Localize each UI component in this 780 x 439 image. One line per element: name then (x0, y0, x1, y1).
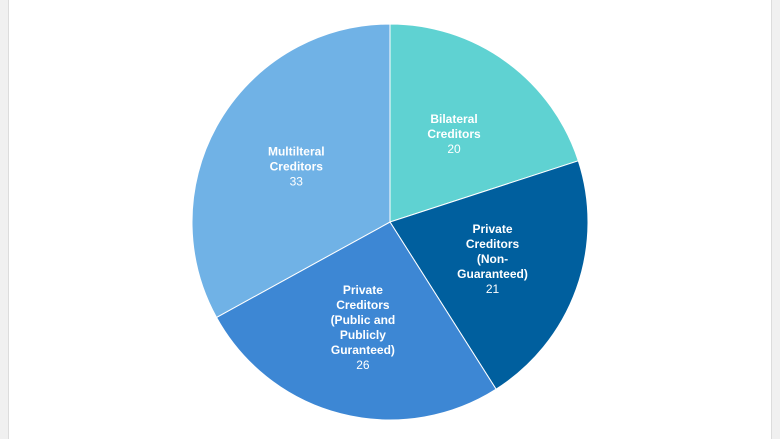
slice-value-bilateral: 20 (447, 142, 461, 156)
slice-label-private-nonguaranteed: Private Creditors (Non-Guaranteed) 21 (457, 222, 528, 296)
pie-slice-bilateral[interactable] (389, 23, 579, 223)
slice-name-line: (Public and (331, 313, 396, 327)
pie-slice-private-nonguaranteed[interactable] (389, 160, 589, 390)
slice-name-line: (Non- (477, 252, 508, 266)
slice-name-line: Multilteral (268, 145, 325, 159)
slice-name-line: Publicly (340, 328, 386, 342)
slice-name-line: Creditors (336, 298, 390, 312)
slice-name-line: Creditors (466, 237, 520, 251)
slice-name-line: Creditors (427, 127, 481, 141)
pie-slice-multilateral[interactable] (191, 23, 391, 319)
pie-slices (191, 23, 589, 421)
slice-name-line: Private (472, 222, 512, 236)
slice-name-line: Bilateral (430, 112, 477, 126)
slice-label-private-public: Private Creditors (Public and Publicly Guran… (331, 283, 396, 372)
slice-name-line: Guranteed) (331, 343, 395, 357)
pie-slice-private-public[interactable] (215, 221, 497, 421)
slice-label-bilateral: Bilateral Creditors 20 (427, 112, 481, 156)
slice-value-private-nonguaranteed: 21 (486, 282, 500, 296)
slice-label-multilateral: Multilteral Creditors 33 (268, 145, 325, 189)
slice-value-private-public: 26 (356, 358, 370, 372)
slice-name-line: Private (343, 283, 383, 297)
slice-name-line: Guaranteed) (457, 267, 528, 281)
slice-name-line: Creditors (270, 160, 324, 174)
slice-value-multilateral: 33 (290, 175, 304, 189)
